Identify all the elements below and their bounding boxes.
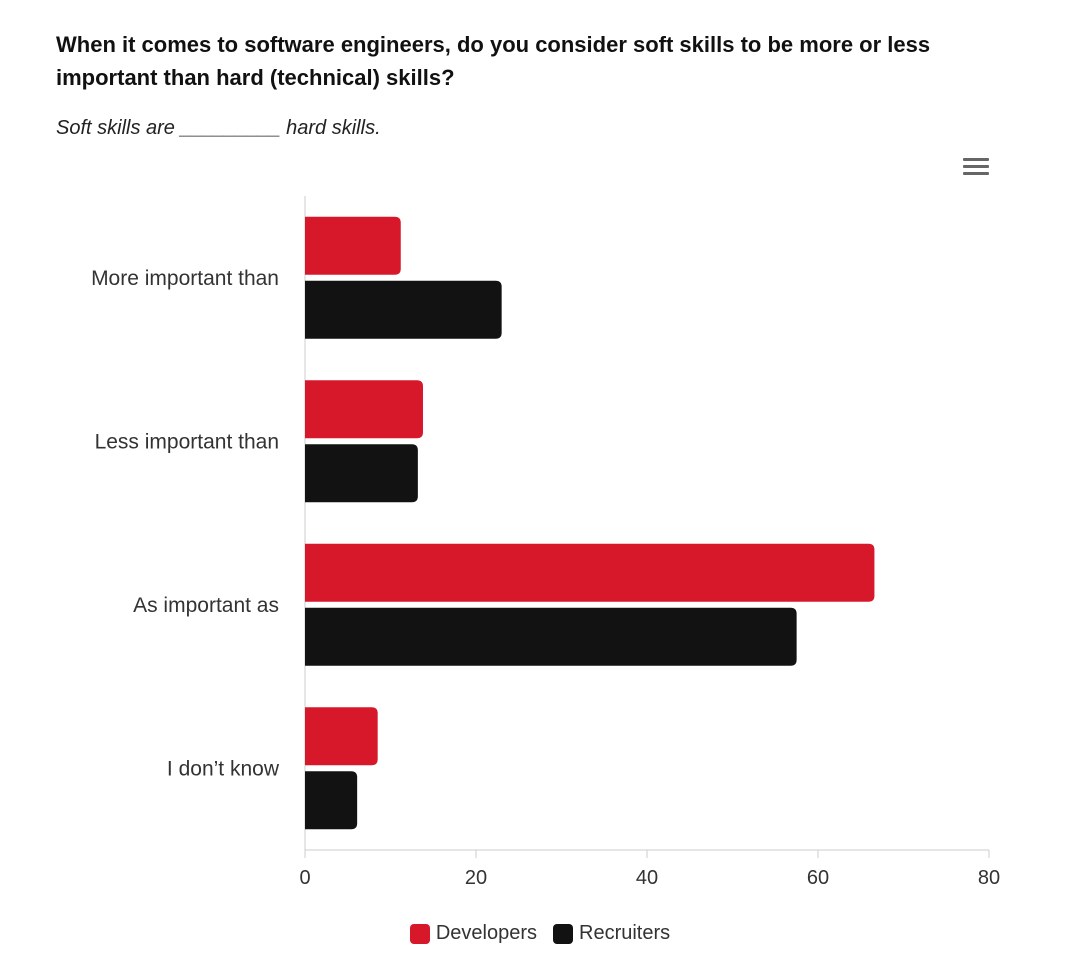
category-label: More important than <box>91 267 279 290</box>
legend-label-developers: Developers <box>435 922 538 944</box>
bar-developers-2[interactable] <box>305 543 875 602</box>
category-label: I don’t know <box>167 757 280 780</box>
x-tick-label: 20 <box>465 867 487 889</box>
menu-line <box>963 158 989 161</box>
hamburger-menu-icon[interactable] <box>956 150 996 182</box>
bar-chart: 0 20 40 60 80 More important than Less importa… <box>91 196 1000 889</box>
x-tick-label: 80 <box>978 867 1000 889</box>
category-label: As important as <box>133 594 279 617</box>
legend-label-recruiters: Recruiters <box>579 922 671 944</box>
x-tick-label: 60 <box>807 867 829 889</box>
legend-swatch-developers <box>409 923 430 944</box>
menu-line <box>963 165 989 168</box>
chart-title: When it comes to software engineers, do … <box>56 32 931 90</box>
bar-recruiters-3[interactable] <box>305 771 358 830</box>
bar-developers-0[interactable] <box>305 216 401 275</box>
x-tick-label: 0 <box>299 867 310 889</box>
bar-recruiters-2[interactable] <box>305 607 797 666</box>
bar-developers-1[interactable] <box>305 380 423 439</box>
bar-recruiters-0[interactable] <box>305 280 502 339</box>
legend-swatch-recruiters <box>553 923 574 944</box>
x-tick-label: 40 <box>636 867 658 889</box>
legend-item-developers[interactable]: Developers <box>409 922 538 945</box>
bar-recruiters-1[interactable] <box>305 444 418 503</box>
chart-subtitle: Soft skills are _________ hard skills. <box>56 117 381 139</box>
menu-line <box>963 172 989 175</box>
legend: Developers Recruiters <box>0 922 1080 945</box>
legend-item-recruiters[interactable]: Recruiters <box>553 922 670 945</box>
bar-developers-3[interactable] <box>305 707 378 766</box>
category-label: Less important than <box>95 430 279 453</box>
